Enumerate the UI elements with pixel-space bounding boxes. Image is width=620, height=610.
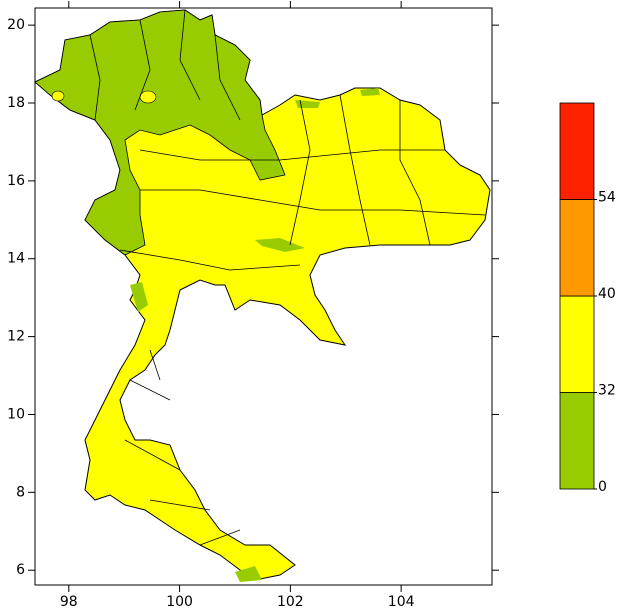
y-tick-label: 14 bbox=[7, 251, 25, 267]
y-tick-label: 20 bbox=[7, 17, 25, 33]
province-border bbox=[89, 9, 486, 546]
colorbar-label: 54 bbox=[598, 190, 616, 206]
land-yellow bbox=[51, 90, 65, 102]
x-tick-label: 102 bbox=[277, 594, 304, 610]
land-yellow bbox=[139, 90, 157, 104]
land bbox=[34, 9, 491, 582]
colorbar-label: 40 bbox=[598, 286, 616, 302]
land-green bbox=[34, 9, 286, 256]
colorbar-segment bbox=[559, 392, 595, 490]
y-tick-label: 10 bbox=[7, 406, 25, 422]
x-tick-label: 104 bbox=[388, 594, 415, 610]
colorbar: 0 32 40 54 bbox=[559, 102, 616, 495]
colorbar-segment bbox=[559, 102, 595, 200]
colorbar-label: 32 bbox=[598, 383, 616, 399]
colorbar-segment bbox=[559, 295, 595, 393]
land-green bbox=[235, 566, 262, 582]
land-green bbox=[130, 282, 148, 312]
colorbar-label: 0 bbox=[598, 479, 607, 495]
land-yellow bbox=[34, 9, 491, 581]
y-tick-label: 18 bbox=[7, 95, 25, 111]
land-green bbox=[360, 88, 380, 96]
y-tick-label: 8 bbox=[16, 484, 25, 500]
y-tick-label: 6 bbox=[16, 562, 25, 578]
y-tick-label: 16 bbox=[7, 173, 25, 189]
x-tick-label: 98 bbox=[60, 594, 78, 610]
land-green bbox=[255, 238, 305, 252]
x-tick-label: 100 bbox=[166, 594, 193, 610]
colorbar-segment bbox=[559, 199, 595, 297]
y-tick-label: 12 bbox=[7, 329, 25, 345]
